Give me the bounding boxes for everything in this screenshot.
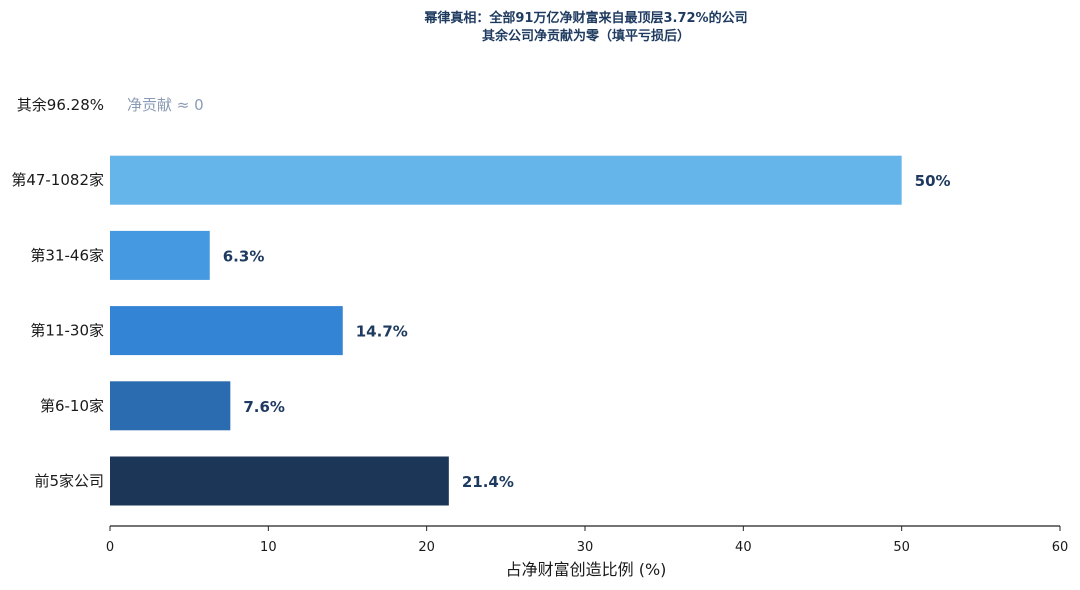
value-label: 14.7% xyxy=(356,323,408,341)
category-label: 第31-46家 xyxy=(30,246,104,264)
x-tick-label: 30 xyxy=(577,540,594,555)
category-label: 其余96.28% xyxy=(17,96,104,114)
value-label: 7.6% xyxy=(243,398,285,416)
value-label: 50% xyxy=(915,172,951,190)
x-axis-label: 占净财富创造比例 (%) xyxy=(506,560,667,579)
bar-3 xyxy=(110,230,210,280)
bar-1 xyxy=(110,381,231,431)
bar-4 xyxy=(110,155,902,205)
bar-0 xyxy=(110,456,449,506)
x-tick-label: 0 xyxy=(106,540,114,555)
value-label: 6.3% xyxy=(223,247,265,265)
value-label-note: 净贡献 ≈ 0 xyxy=(127,96,204,114)
chart-title-line1: 幂律真相：全部91万亿净财富来自最顶层3.72%的公司 xyxy=(423,10,747,26)
category-label: 第6-10家 xyxy=(40,397,104,415)
category-label: 第11-30家 xyxy=(30,322,104,340)
category-label: 前5家公司 xyxy=(34,472,104,490)
bar-2 xyxy=(110,306,343,356)
x-tick-label: 10 xyxy=(260,540,277,555)
x-tick-label: 40 xyxy=(735,540,752,555)
x-tick-label: 20 xyxy=(418,540,435,555)
x-ticks: 0 10 20 30 40 50 60 xyxy=(106,526,1068,555)
category-label: 第47-1082家 xyxy=(11,171,104,189)
bars-layer: 前5家公司 21.4% 第6-10家 7.6% 第11-30家 14.7% 第31-46家 6… xyxy=(11,96,951,506)
chart-title-line2: 其余公司净贡献为零（填平亏损后） xyxy=(482,28,690,44)
value-label: 21.4% xyxy=(462,473,514,491)
x-tick-label: 60 xyxy=(1052,540,1069,555)
x-tick-label: 50 xyxy=(893,540,910,555)
